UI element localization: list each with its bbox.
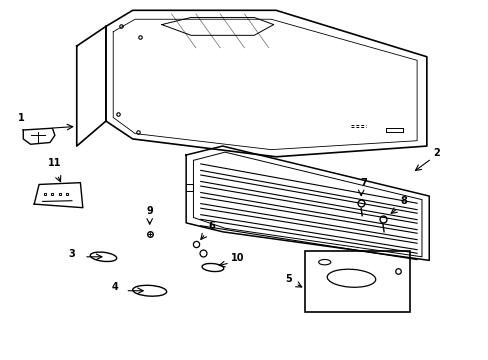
Text: 7: 7 [360,179,366,188]
Text: 6: 6 [208,221,215,231]
Text: 2: 2 [432,148,439,158]
Text: 5: 5 [285,274,291,284]
Text: 3: 3 [68,249,75,259]
Text: 1: 1 [18,113,24,123]
Text: 11: 11 [48,158,61,168]
Text: 10: 10 [231,253,244,264]
Text: 8: 8 [400,196,407,206]
Bar [305,251,409,312]
Text: 4: 4 [111,282,118,292]
Text: 9: 9 [146,206,153,216]
